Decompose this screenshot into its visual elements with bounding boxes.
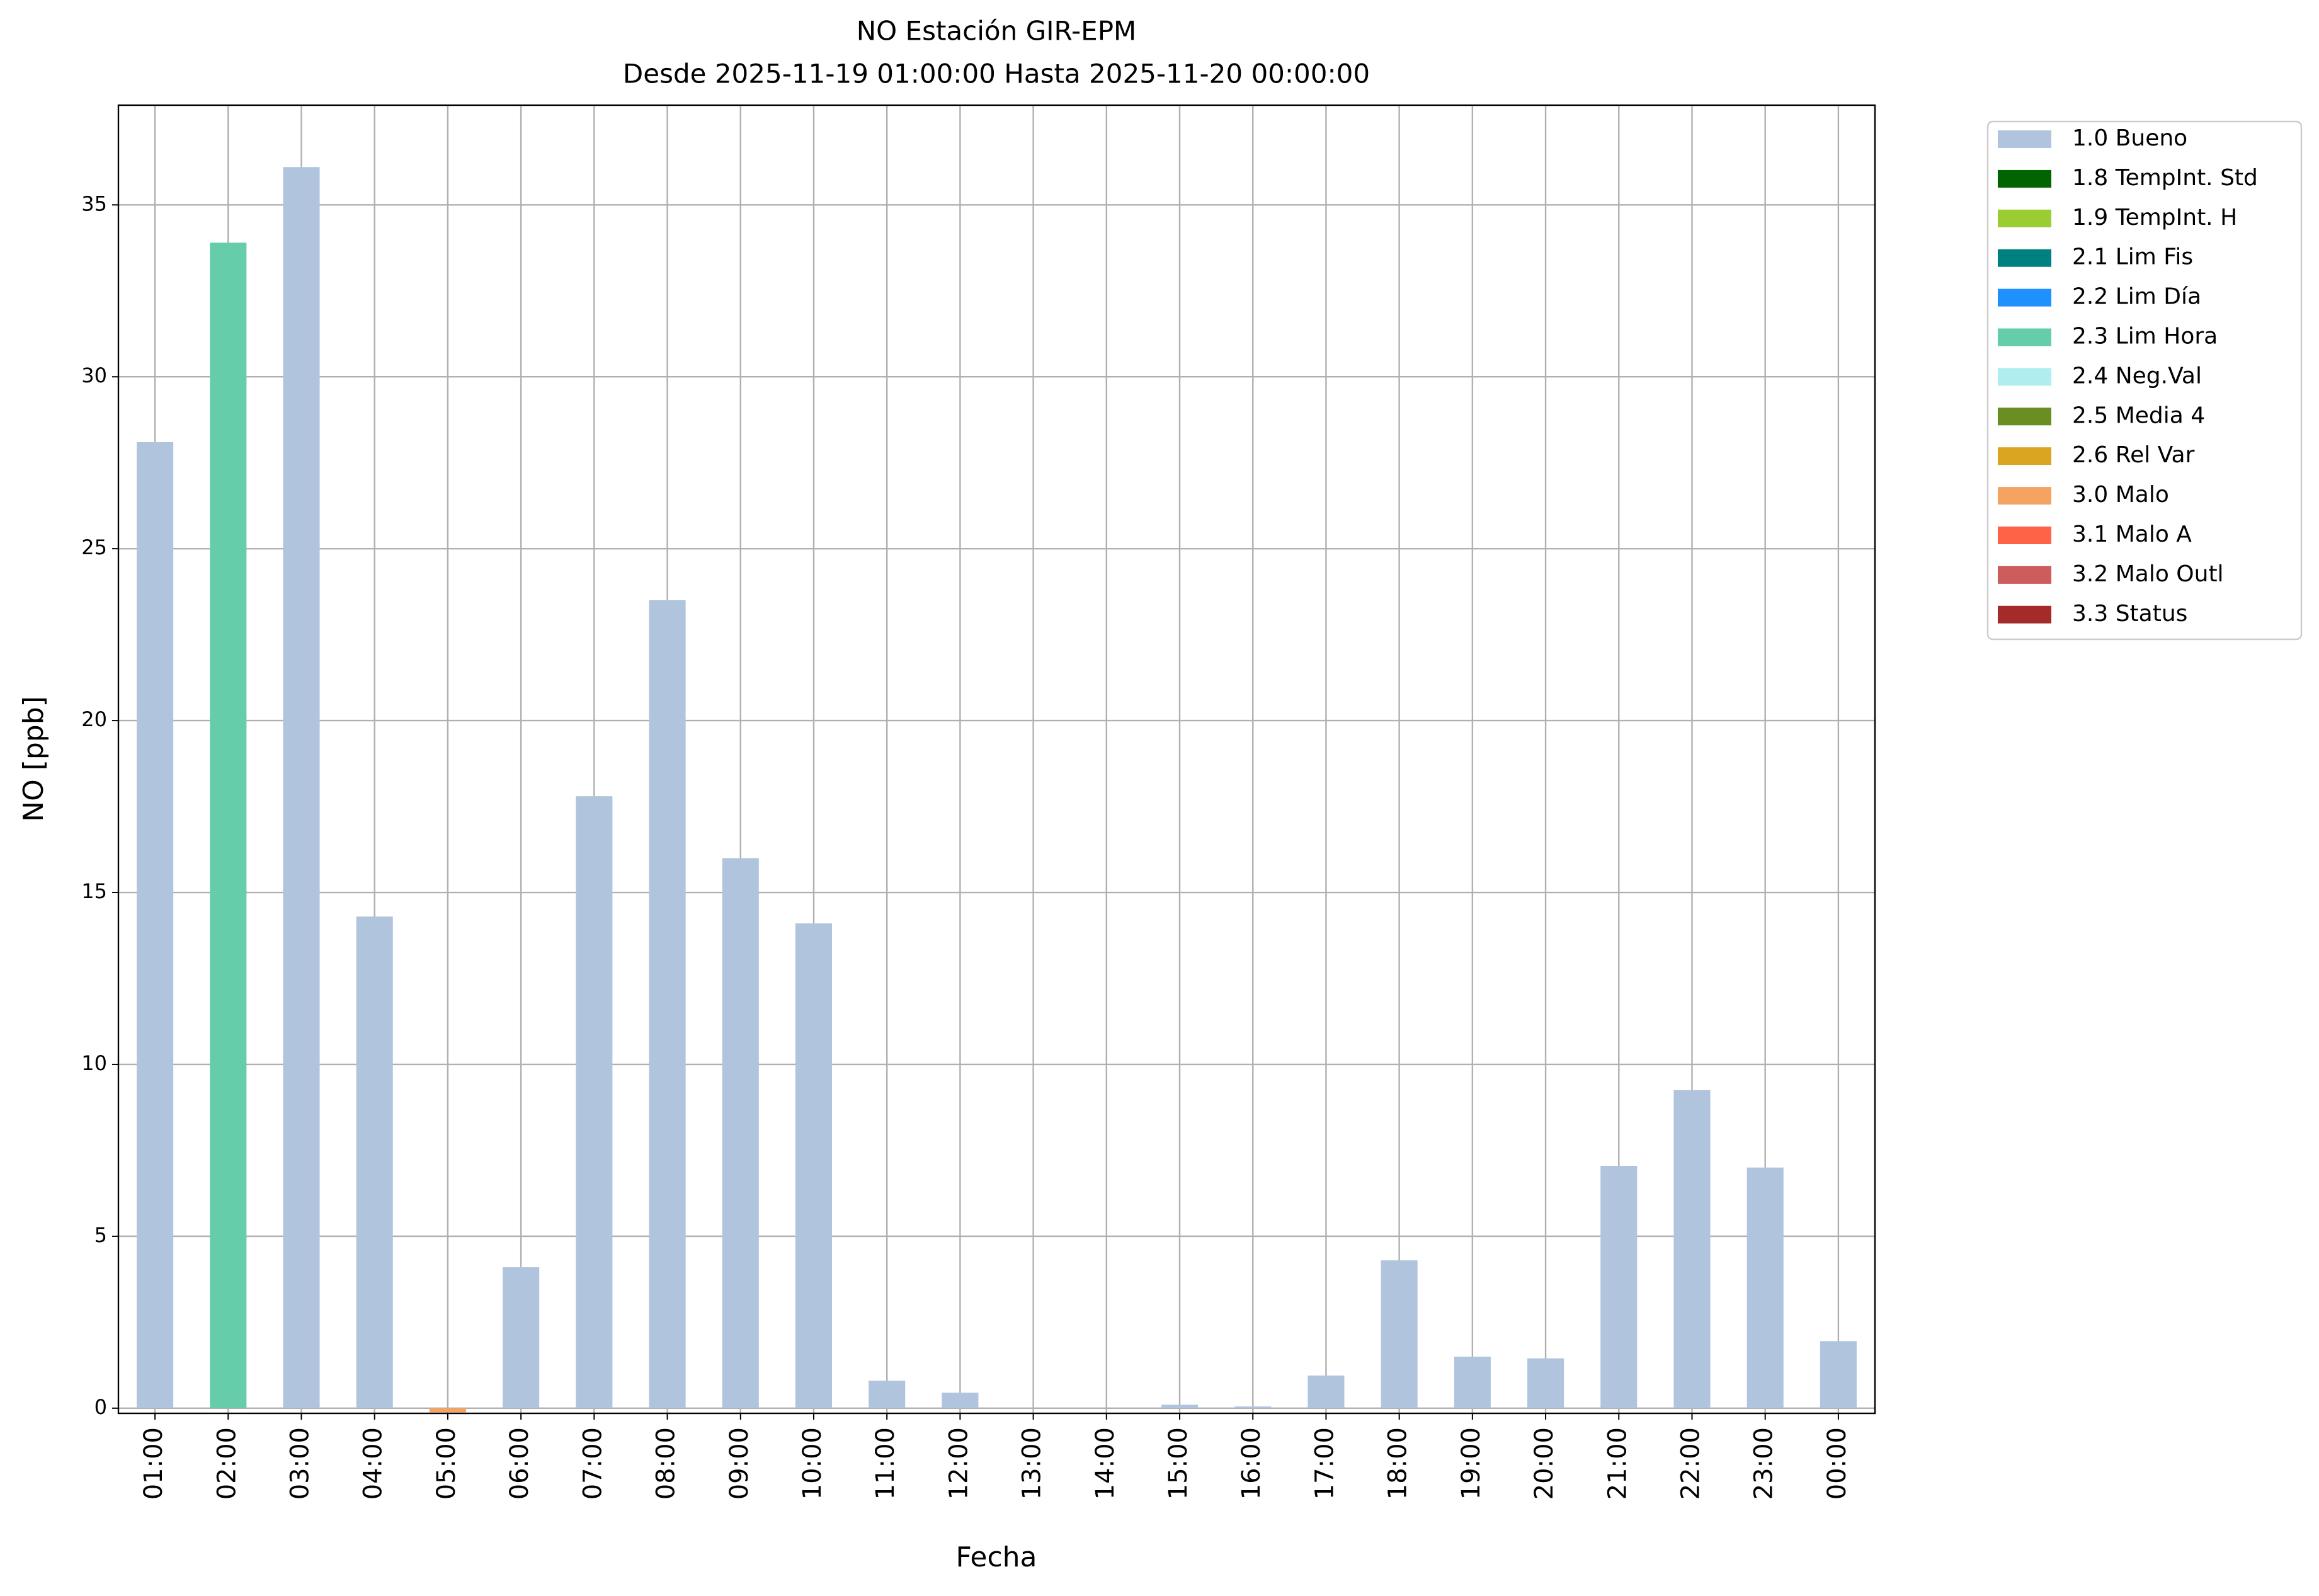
x-tick-label: 09:00 bbox=[725, 1427, 754, 1500]
y-tick-label: 25 bbox=[81, 535, 107, 559]
x-tick-label: 12:00 bbox=[944, 1427, 973, 1500]
x-tick-label: 03:00 bbox=[286, 1427, 315, 1500]
y-axis-label: NO [ppb] bbox=[18, 696, 50, 822]
bar bbox=[722, 858, 759, 1408]
x-tick-label: 02:00 bbox=[212, 1427, 241, 1500]
x-tick-label: 20:00 bbox=[1530, 1427, 1559, 1500]
bar bbox=[649, 600, 686, 1408]
legend-swatch bbox=[1998, 487, 2051, 505]
y-tick-label: 20 bbox=[81, 707, 107, 731]
legend-label: 2.6 Rel Var bbox=[2072, 442, 2195, 468]
y-tick-label: 0 bbox=[94, 1395, 107, 1419]
bar bbox=[795, 923, 833, 1408]
bar bbox=[576, 796, 613, 1408]
bar bbox=[1454, 1356, 1491, 1408]
x-tick-label: 19:00 bbox=[1457, 1427, 1486, 1500]
x-tick-label: 07:00 bbox=[578, 1427, 607, 1500]
legend-label: 1.9 TempInt. H bbox=[2072, 205, 2237, 231]
legend-swatch bbox=[1998, 368, 2051, 386]
legend-label: 2.3 Lim Hora bbox=[2072, 324, 2218, 350]
chart-title: NO Estación GIR-EPM bbox=[857, 16, 1137, 47]
legend-swatch bbox=[1998, 209, 2051, 227]
legend-label: 1.8 TempInt. Std bbox=[2072, 165, 2258, 191]
legend-label: 3.0 Malo bbox=[2072, 482, 2169, 508]
legend-label: 2.2 Lim Día bbox=[2072, 284, 2201, 310]
legend-swatch bbox=[1998, 527, 2051, 544]
bar bbox=[1234, 1406, 1272, 1408]
x-tick-label: 13:00 bbox=[1018, 1427, 1047, 1500]
plot-frame bbox=[117, 104, 1876, 1415]
bar bbox=[1381, 1260, 1418, 1408]
legend-label: 1.0 Bueno bbox=[2072, 125, 2187, 151]
x-tick-label: 11:00 bbox=[871, 1427, 900, 1500]
y-tick-label: 5 bbox=[94, 1223, 107, 1247]
legend-swatch bbox=[1998, 605, 2051, 624]
legend-frame bbox=[1986, 120, 2303, 641]
legend-swatch bbox=[1998, 130, 2051, 148]
bar bbox=[356, 916, 393, 1408]
x-tick-label: 05:00 bbox=[432, 1427, 461, 1500]
chart-subtitle: Desde 2025-11-19 01:00:00 Hasta 2025-11-… bbox=[623, 59, 1370, 89]
y-tick-label: 15 bbox=[81, 879, 107, 903]
legend-swatch bbox=[1998, 408, 2051, 426]
x-tick-label: 23:00 bbox=[1750, 1427, 1779, 1500]
x-tick-label: 21:00 bbox=[1603, 1427, 1632, 1500]
bar bbox=[1746, 1167, 1784, 1408]
y-tick-label: 30 bbox=[81, 363, 107, 387]
x-tick-label: 10:00 bbox=[798, 1427, 827, 1500]
legend-label: 3.3 Status bbox=[2072, 601, 2187, 627]
bar bbox=[503, 1267, 540, 1408]
bar bbox=[1673, 1090, 1711, 1408]
y-tick-label: 10 bbox=[81, 1051, 107, 1075]
bar bbox=[1527, 1358, 1564, 1408]
x-tick-label: 15:00 bbox=[1164, 1427, 1193, 1500]
bar bbox=[137, 442, 174, 1408]
x-tick-label: 04:00 bbox=[359, 1427, 388, 1500]
bar bbox=[283, 167, 320, 1408]
legend-label: 2.1 Lim Fis bbox=[2072, 244, 2193, 270]
x-tick-label: 18:00 bbox=[1384, 1427, 1413, 1500]
y-tick-label: 35 bbox=[81, 191, 107, 215]
x-tick-label: 14:00 bbox=[1091, 1427, 1120, 1500]
x-tick-label: 01:00 bbox=[139, 1427, 168, 1500]
legend-swatch bbox=[1998, 328, 2051, 346]
x-tick-label: 16:00 bbox=[1237, 1427, 1266, 1500]
bar bbox=[1820, 1341, 1857, 1408]
legend-label: 2.5 Media 4 bbox=[2072, 402, 2205, 428]
legend-swatch bbox=[1998, 249, 2051, 267]
bar bbox=[1308, 1375, 1345, 1408]
legend-label: 3.2 Malo Outl bbox=[2072, 561, 2224, 587]
bar bbox=[1600, 1165, 1638, 1408]
legend-swatch bbox=[1998, 566, 2051, 584]
bar bbox=[429, 1408, 466, 1413]
x-tick-label: 00:00 bbox=[1823, 1427, 1852, 1500]
legend-swatch bbox=[1998, 169, 2051, 188]
x-tick-label: 22:00 bbox=[1676, 1427, 1705, 1500]
bar bbox=[869, 1381, 906, 1408]
legend-label: 2.4 Neg.Val bbox=[2072, 363, 2202, 389]
x-tick-label: 17:00 bbox=[1310, 1427, 1339, 1500]
legend-label: 3.1 Malo A bbox=[2072, 522, 2192, 547]
legend-swatch bbox=[1998, 447, 2051, 465]
bar bbox=[942, 1393, 979, 1408]
bar bbox=[1161, 1405, 1199, 1408]
bar bbox=[210, 242, 247, 1408]
legend-swatch bbox=[1998, 288, 2051, 307]
x-tick-label: 06:00 bbox=[505, 1427, 534, 1500]
x-tick-label: 08:00 bbox=[652, 1427, 681, 1500]
x-axis-label: Fecha bbox=[955, 1541, 1037, 1573]
